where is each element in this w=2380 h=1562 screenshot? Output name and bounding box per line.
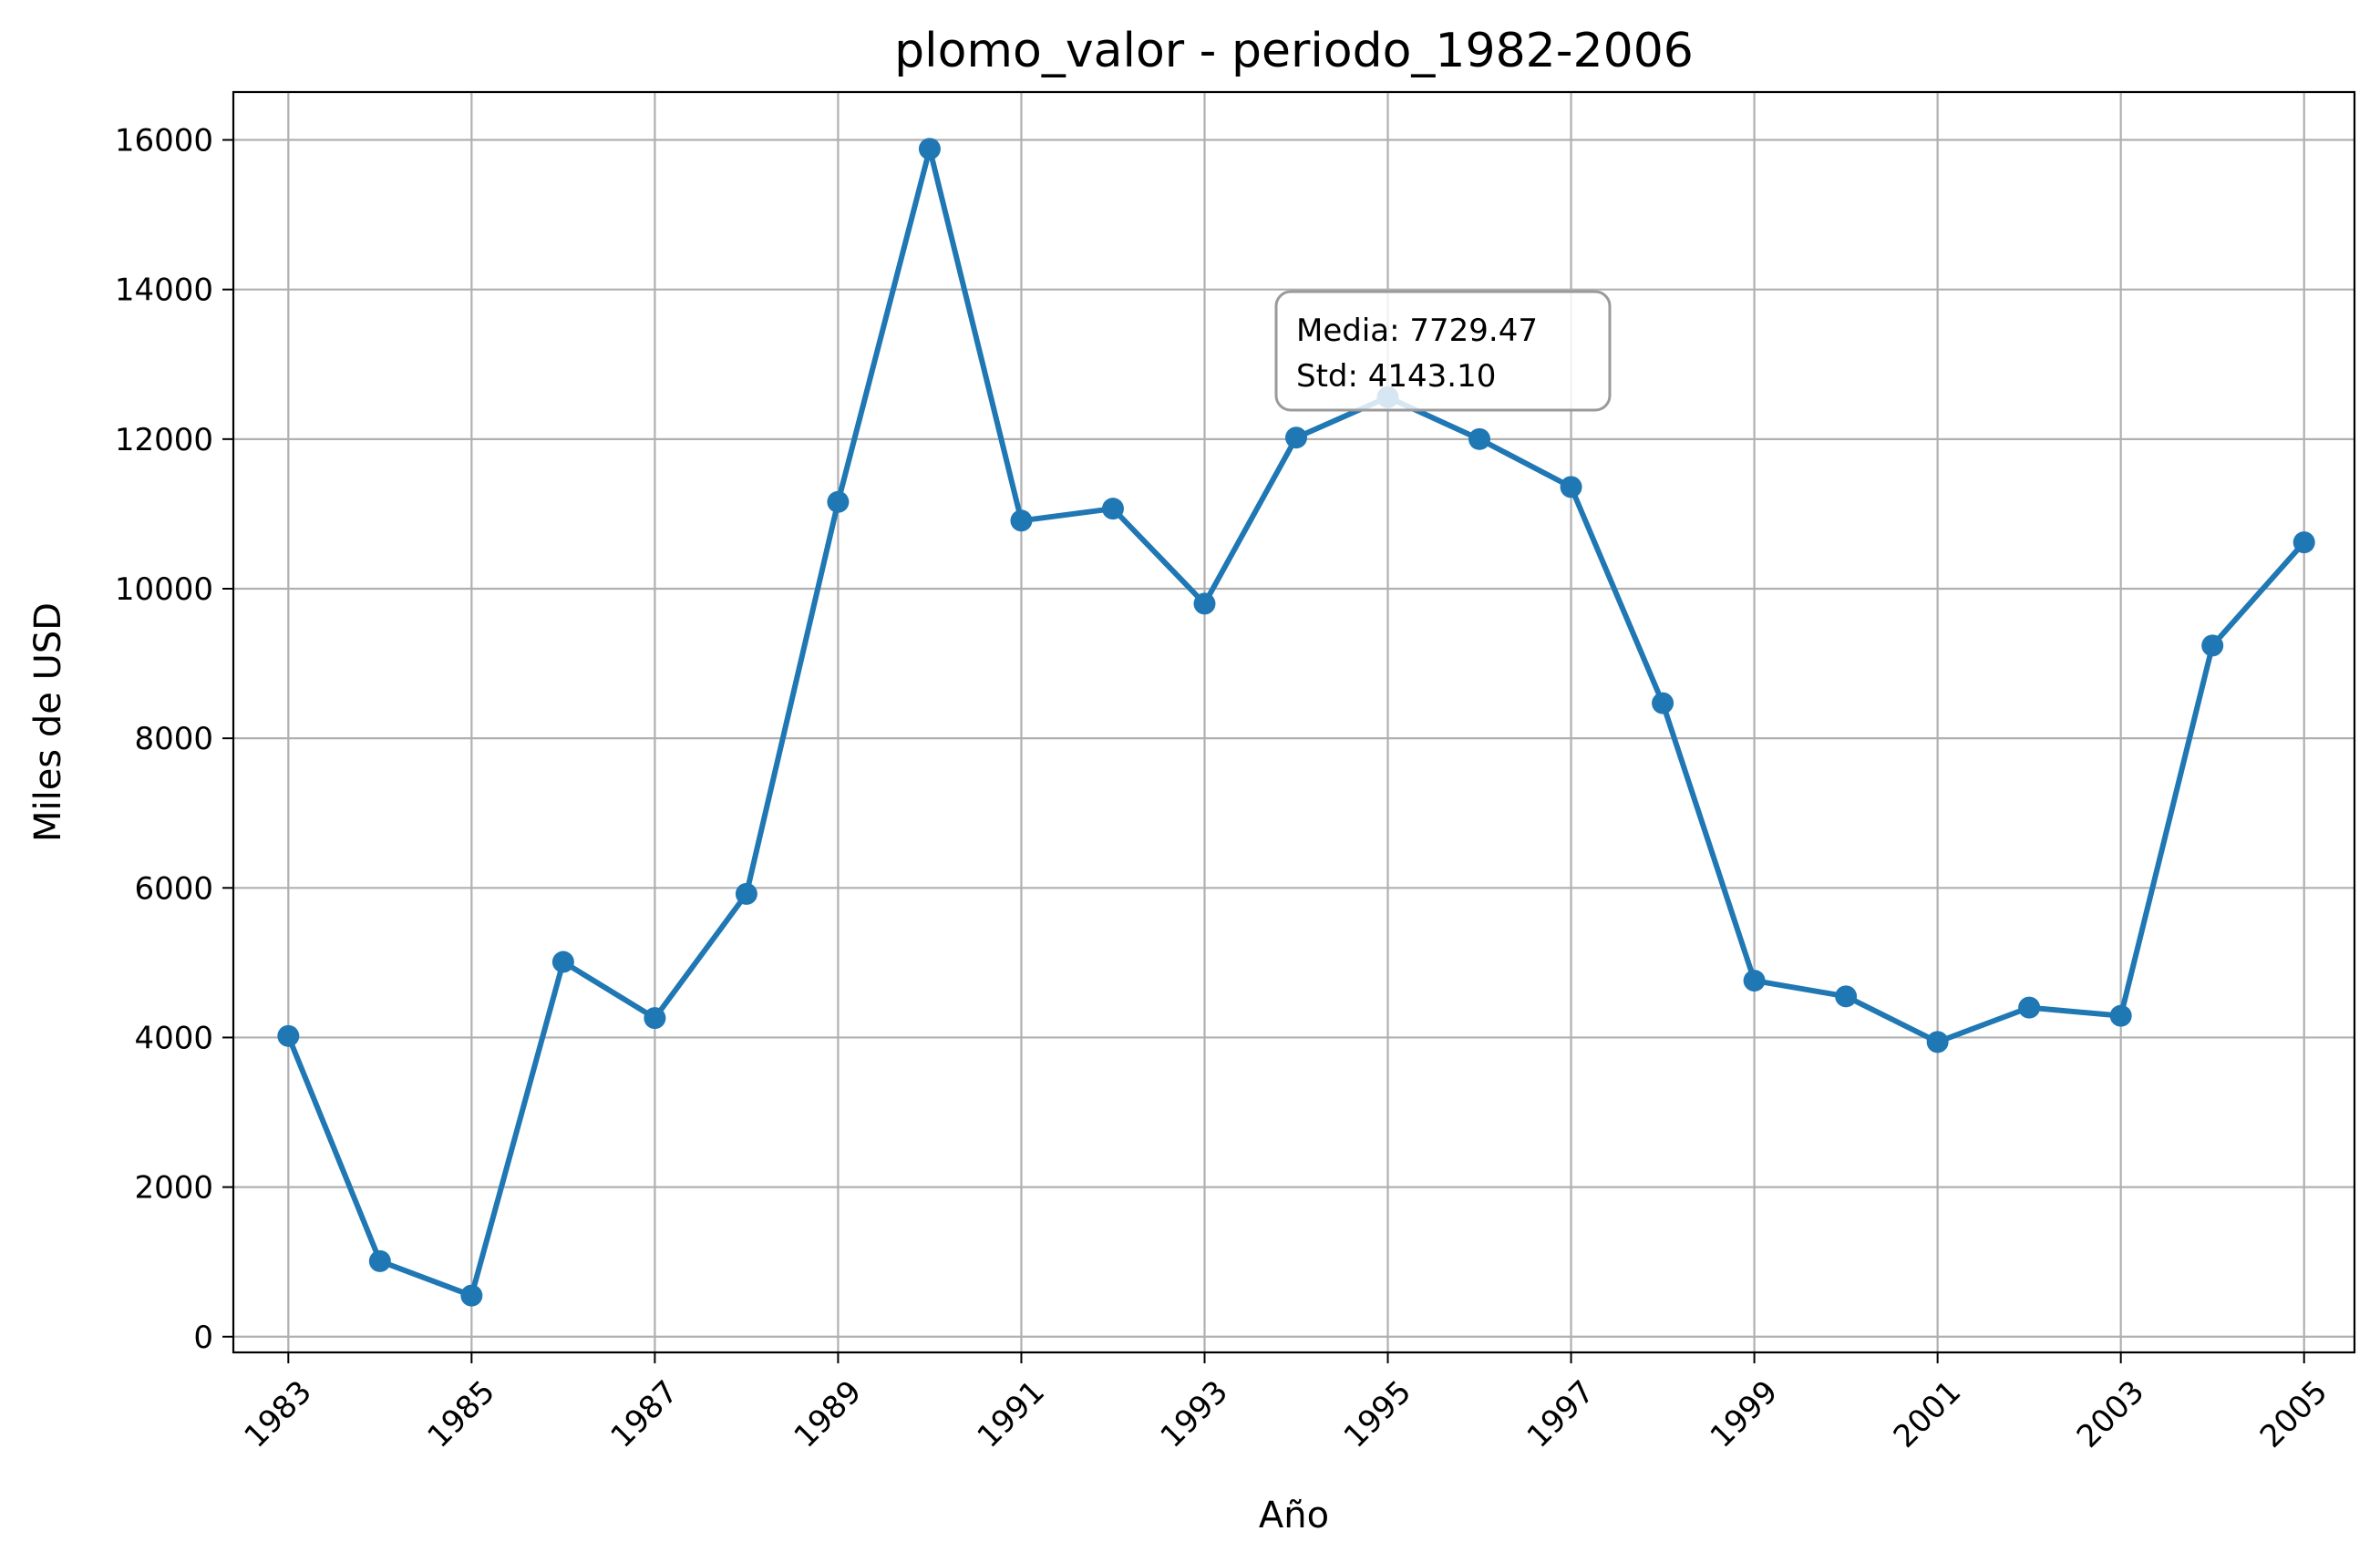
- data-point: [1743, 970, 1766, 992]
- x-axis-label: Año: [1259, 1495, 1329, 1536]
- x-tick-label: 1987: [604, 1373, 685, 1454]
- data-point: [1652, 692, 1674, 714]
- data-point: [1560, 476, 1582, 498]
- grid-lines: [233, 92, 2354, 1352]
- x-tick-label: 1991: [971, 1373, 1052, 1454]
- y-tick-label: 4000: [134, 1020, 213, 1056]
- x-tick-label: 1983: [237, 1373, 318, 1454]
- data-point: [1010, 509, 1033, 532]
- data-point: [827, 490, 850, 513]
- data-point: [368, 1249, 391, 1272]
- x-tick-label: 1999: [1704, 1373, 1785, 1454]
- data-point: [918, 138, 941, 160]
- data-point: [460, 1284, 483, 1307]
- y-tick-label: 6000: [134, 870, 213, 907]
- data-point: [1835, 985, 1858, 1008]
- chart-title: plomo_valor - periodo_1982-2006: [894, 24, 1694, 78]
- data-point: [735, 882, 757, 905]
- x-tick-label: 2001: [1887, 1373, 1968, 1454]
- y-tick-label: 14000: [115, 272, 213, 309]
- y-tick-label: 10000: [115, 571, 213, 608]
- y-axis-ticks: 0 2000 4000 6000 8000 10000 12000 14000 16000: [115, 123, 233, 1356]
- x-tick-label: 2003: [2070, 1373, 2151, 1454]
- y-tick-label: 12000: [115, 422, 213, 458]
- data-point: [277, 1024, 300, 1047]
- data-point: [1468, 427, 1491, 450]
- y-tick-label: 16000: [115, 123, 213, 159]
- x-tick-label: 1985: [420, 1373, 501, 1454]
- annotation-box: [1274, 290, 1612, 412]
- y-tick-label: 0: [193, 1320, 213, 1356]
- series-group: [277, 138, 2315, 1307]
- x-axis-ticks: 1983 1985 1987 1989 1991 1993 1995 1997 1999 2001…: [237, 1352, 2334, 1455]
- data-point: [2109, 1004, 2132, 1027]
- data-point: [2201, 634, 2224, 657]
- x-tick-label: 1989: [788, 1373, 869, 1454]
- data-point: [551, 951, 574, 973]
- x-tick-label: 2005: [2253, 1373, 2334, 1454]
- annotation-std: Std: 4143.10: [1296, 358, 1496, 395]
- data-point: [1101, 498, 1124, 520]
- annotation-mean: Media: 7729.47: [1296, 313, 1538, 349]
- data-point: [1193, 592, 1216, 615]
- x-tick-label: 1997: [1520, 1373, 1602, 1454]
- x-tick-label: 1993: [1154, 1373, 1235, 1454]
- plot-frame: [232, 90, 2356, 1354]
- y-axis-label: Miles de USD: [27, 602, 69, 842]
- data-point: [2018, 996, 2041, 1019]
- y-tick-label: 8000: [134, 721, 213, 757]
- data-point: [1926, 1031, 1949, 1053]
- x-tick-label: 1995: [1337, 1373, 1418, 1454]
- data-point: [1285, 426, 1308, 449]
- stats-annotation: Media: 7729.47 Std: 4143.10: [1274, 290, 1612, 412]
- y-tick-label: 2000: [134, 1170, 213, 1207]
- data-point: [2292, 531, 2315, 554]
- data-point: [644, 1007, 666, 1030]
